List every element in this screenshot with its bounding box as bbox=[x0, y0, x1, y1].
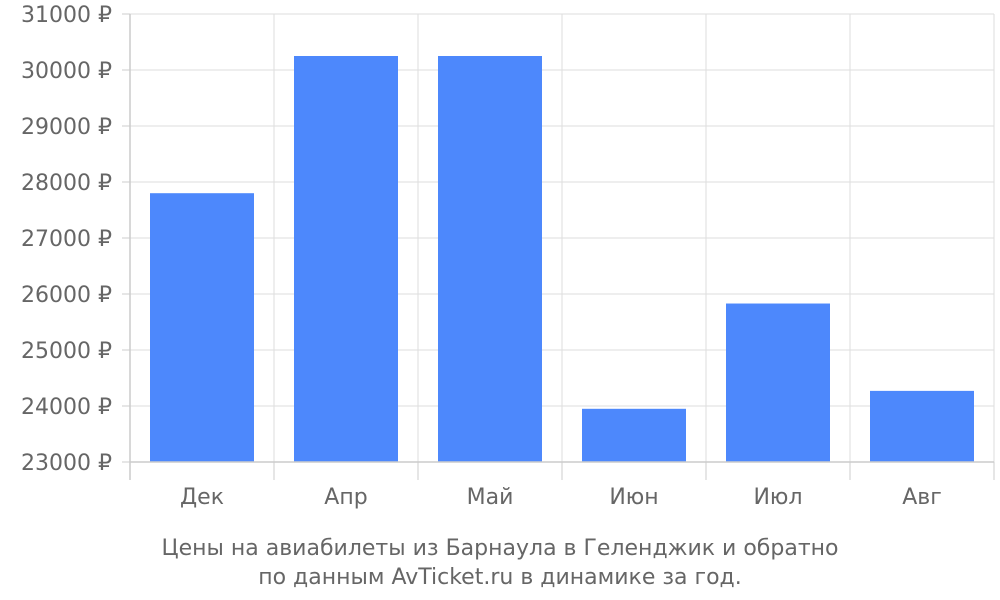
x-tick-label: Июл bbox=[753, 485, 802, 510]
y-tick-label: 31000 ₽ bbox=[21, 3, 112, 28]
axes bbox=[122, 13, 995, 480]
bar bbox=[582, 408, 686, 462]
y-tick-label: 23000 ₽ bbox=[21, 451, 112, 476]
x-tick-label: Май bbox=[467, 485, 514, 510]
y-tick-label: 24000 ₽ bbox=[21, 395, 112, 420]
bar bbox=[294, 56, 398, 462]
y-tick-label: 25000 ₽ bbox=[21, 339, 112, 364]
bar bbox=[870, 390, 974, 462]
grid-lines bbox=[129, 13, 995, 463]
chart-caption-line-2: по данным AvTicket.ru в динамике за год. bbox=[258, 565, 742, 590]
y-tick-label: 26000 ₽ bbox=[21, 283, 112, 308]
bar bbox=[438, 56, 542, 462]
x-tick-label: Авг bbox=[902, 485, 942, 510]
x-axis-tick-labels: Дек Апр Май Июн Июл Авг bbox=[180, 485, 942, 510]
bar bbox=[150, 193, 254, 462]
x-tick-label: Июн bbox=[609, 485, 658, 510]
y-tick-label: 29000 ₽ bbox=[21, 115, 112, 140]
y-tick-label: 30000 ₽ bbox=[21, 59, 112, 84]
y-tick-label: 28000 ₽ bbox=[21, 171, 112, 196]
bars bbox=[150, 56, 974, 462]
chart-caption-line-1: Цены на авиабилеты из Барнаула в Гелендж… bbox=[162, 536, 839, 561]
y-tick-label: 27000 ₽ bbox=[21, 227, 112, 252]
y-axis-tick-labels: 23000 ₽ 24000 ₽ 25000 ₽ 26000 ₽ 27000 ₽ 28000… bbox=[21, 3, 112, 476]
x-tick-label: Дек bbox=[180, 485, 224, 510]
bar bbox=[726, 303, 830, 462]
x-tick-label: Апр bbox=[324, 485, 367, 510]
